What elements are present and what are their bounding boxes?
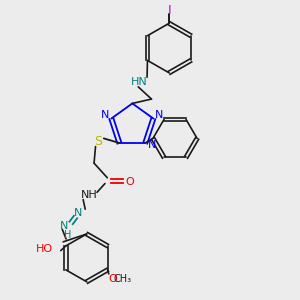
Text: O: O <box>126 177 134 187</box>
Text: CH₃: CH₃ <box>114 274 132 284</box>
Text: H: H <box>64 230 71 240</box>
Text: NH: NH <box>81 190 98 200</box>
Text: HN: HN <box>131 76 148 87</box>
Text: N: N <box>60 221 68 231</box>
Text: N: N <box>154 110 163 120</box>
Text: N: N <box>74 208 82 218</box>
Text: N: N <box>148 140 156 150</box>
Text: O: O <box>109 274 118 284</box>
Text: S: S <box>94 135 103 148</box>
Text: I: I <box>167 4 171 17</box>
Text: HO: HO <box>36 244 53 254</box>
Text: N: N <box>101 110 109 120</box>
